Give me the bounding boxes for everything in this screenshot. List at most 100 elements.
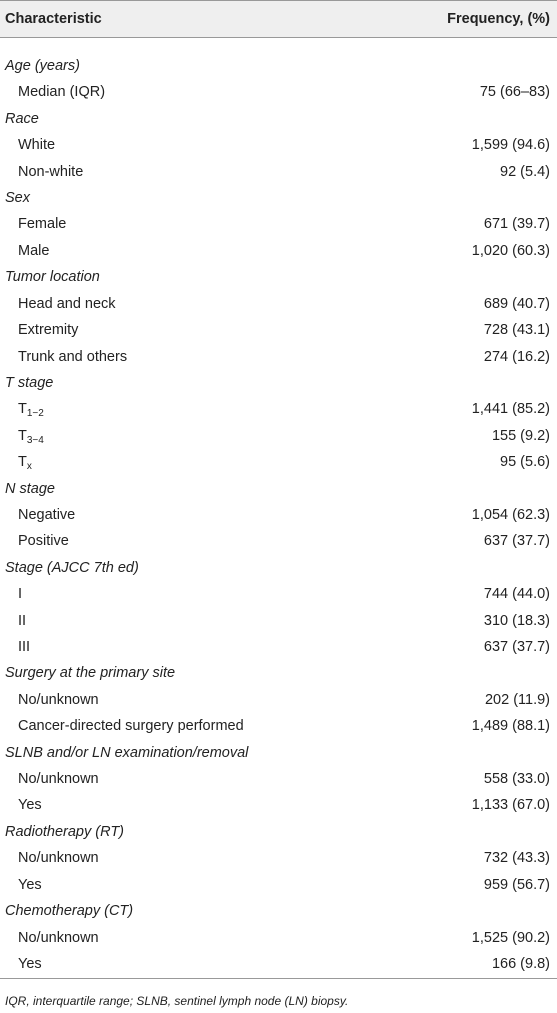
table-row: Positive 637 (37.7) [0,528,557,554]
group-label: Stage (AJCC 7th ed) [5,559,139,576]
table-row: Head and neck 689 (40.7) [0,291,557,317]
label-text: Extremity [18,322,79,339]
table-row: III 637 (37.7) [0,634,557,660]
group-label: SLNB and/or LN examination/removal [5,744,249,761]
row-label: Female [18,211,66,237]
table-row: Median (IQR) 75 (66–83) [0,79,557,105]
label-text: No/unknown [18,929,99,946]
label-text: I [18,586,23,603]
row-label: Male [18,238,49,264]
table-row: Trunk and others 274 (16.2) [0,344,557,370]
label-text: Yes [18,955,42,972]
row-label: No/unknown [18,687,99,713]
label-text: Female [18,216,67,233]
table-row: Yes 959 (56.7) [0,872,557,898]
table-row: Negative 1,054 (62.3) [0,502,557,528]
row-value: 1,599 (94.6) [471,137,550,154]
row-value: 274 (16.2) [483,348,550,365]
row-value: 671 (39.7) [483,216,550,233]
row-label: Non-white [18,159,83,185]
label-subscript: 3−4 [26,434,44,446]
bottom-rule [0,978,557,979]
label-text: No/unknown [18,850,99,867]
row-value: 95 (5.6) [500,454,550,471]
row-value: 1,441 (85.2) [471,401,550,418]
label-text: Yes [18,797,42,814]
table-row: Non-white 92 (5.4) [0,159,557,185]
row-value: 1,133 (67.0) [471,797,550,814]
label-text: Trunk and others [18,348,128,365]
table-row: Yes 166 (9.8) [0,951,557,977]
row-value: 637 (37.7) [483,639,550,656]
table-row: No/unknown 202 (11.9) [0,687,557,713]
label-text: T [18,401,27,418]
table-row: No/unknown 1,525 (90.2) [0,925,557,951]
row-value: 75 (66–83) [479,84,550,101]
row-label: T3−4 [18,423,44,449]
row-label: I [18,581,22,607]
label-subscript: x [26,461,32,473]
table-row: Radiotherapy (RT) [0,819,557,845]
group-label: Surgery at the primary site [5,665,176,682]
group-label: Radiotherapy (RT) [5,823,125,840]
row-label: II [18,608,26,634]
table-row: T3−4 155 (9.2) [0,423,557,449]
table-row: Yes 1,133 (67.0) [0,792,557,818]
row-value: 202 (11.9) [484,691,550,708]
label-text: Median (IQR) [18,84,106,101]
row-value: 155 (9.2) [491,427,550,444]
row-label: Positive [18,528,69,554]
row-label: Cancer-directed surgery performed [18,713,244,739]
row-label: Median (IQR) [18,79,105,105]
label-text: Non-white [18,163,84,180]
row-value: 689 (40.7) [483,295,550,312]
row-label: No/unknown [18,845,99,871]
row-label: III [18,634,30,660]
row-label: No/unknown [18,925,99,951]
table-row: I 744 (44.0) [0,581,557,607]
table-row: T1−2 1,441 (85.2) [0,396,557,422]
table-row: T stage [0,370,557,396]
table-row: II 310 (18.3) [0,608,557,634]
label-text: II [18,612,27,629]
label-text: Yes [18,876,42,893]
table-row: Cancer-directed surgery performed 1,489 (… [0,713,557,739]
label-text: Cancer-directed surgery performed [18,718,244,735]
row-value: 1,525 (90.2) [471,929,550,946]
row-label: T1−2 [18,396,44,422]
label-text: III [18,639,31,656]
header-cell: Characteristic [5,11,102,27]
table-row: Female 671 (39.7) [0,211,557,237]
label-text: T [18,454,27,471]
row-value: 92 (5.4) [500,163,550,180]
group-label: Chemotherapy (CT) [5,903,134,920]
row-label: Yes [18,872,42,898]
label-subscript: 1−2 [26,408,44,420]
row-label: White [18,132,55,158]
row-value: 637 (37.7) [483,533,550,550]
table-row: Sex [0,185,557,211]
group-label: Race [5,110,39,127]
row-value: 728 (43.1) [483,322,550,339]
label-text: Head and neck [18,295,116,312]
row-label: Yes [18,951,42,977]
label-text: T [18,427,27,444]
group-label: T stage [5,374,54,391]
row-label: Extremity [18,317,78,343]
row-value: 166 (9.8) [491,955,550,972]
row-label: No/unknown [18,766,99,792]
row-value: 1,054 (62.3) [471,506,550,523]
table-row: Surgery at the primary site [0,660,557,686]
table-row: Age (years) [0,53,557,79]
table-row: Extremity 728 (43.1) [0,317,557,343]
row-value: 1,489 (88.1) [471,718,550,735]
header-cell: Frequency, (%) [447,11,550,27]
row-value: 1,020 (60.3) [471,242,550,259]
group-label: Sex [5,190,30,207]
row-label: Yes [18,792,42,818]
table-row: No/unknown 558 (33.0) [0,766,557,792]
table-row: White 1,599 (94.6) [0,132,557,158]
row-value: 558 (33.0) [483,771,550,788]
row-label: Tx [18,449,32,475]
